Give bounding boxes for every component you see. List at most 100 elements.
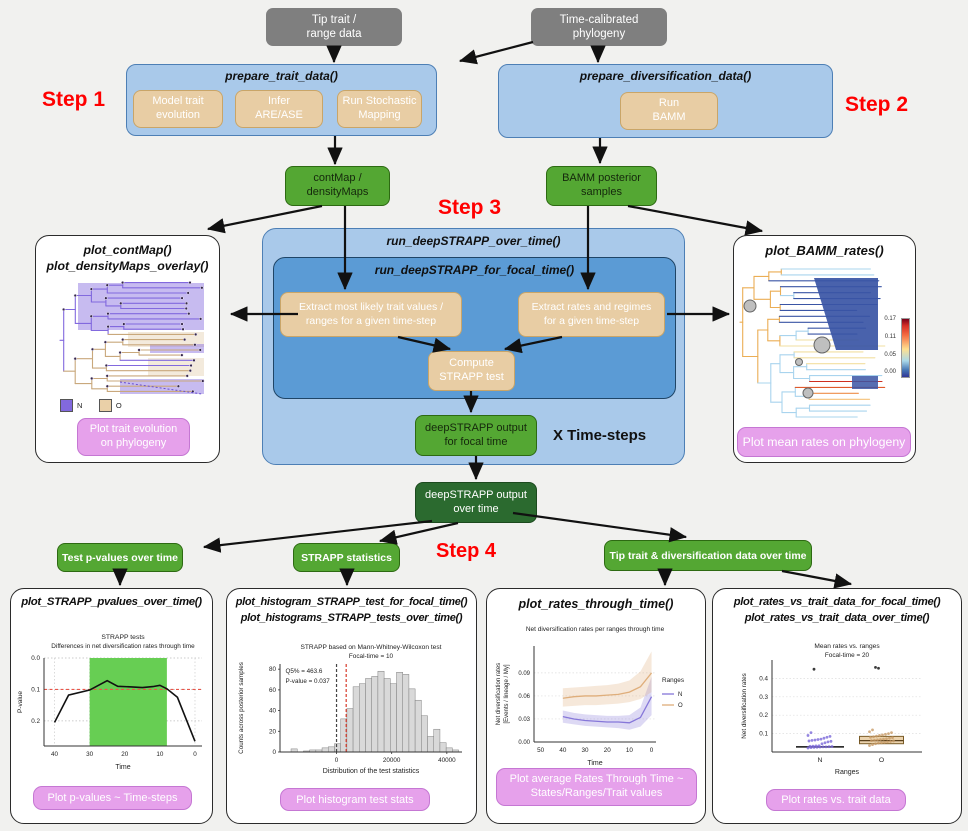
step4-label: Step 4 (436, 540, 497, 562)
svg-text:20000: 20000 (383, 757, 401, 764)
svg-text:O: O (879, 757, 884, 764)
svg-text:P-value: P-value (17, 691, 24, 713)
svg-text:0.4: 0.4 (759, 675, 768, 682)
legend-o-swatch (98, 399, 112, 413)
svg-text:0: 0 (272, 749, 276, 756)
bamm-rate-colorbar: 0.17 0.11 0.05 0.00 (866, 316, 910, 382)
infer-are-ase-node: Infer ARE/ASE (235, 90, 323, 128)
contmap-densitymaps-node: contMap / densityMaps (285, 166, 390, 206)
svg-text:Time: Time (115, 764, 130, 771)
svg-text:0: 0 (335, 757, 339, 764)
compute-strapp-test-node: Compute STRAPP test (428, 351, 515, 391)
contmap-legend: N O (60, 397, 134, 415)
svg-text:Differences in net diversifica: Differences in net diversification rates… (51, 643, 195, 650)
rates-vs-trait-panel (712, 588, 962, 824)
plot-strapp-pvalues-title: plot_STRAPP_pvalues_over_time() (21, 596, 202, 608)
plot-histogram-button: Plot histogram test stats (280, 788, 430, 811)
svg-text:Distribution of the test stati: Distribution of the test statistics (323, 768, 420, 775)
svg-text:40000: 40000 (438, 757, 456, 764)
plot-densitymaps-overlay-title: plot_densityMaps_overlay() (46, 259, 209, 273)
svg-text:Q5% = 463.6: Q5% = 463.6 (286, 668, 323, 675)
rates-through-time-chart: Net diversification rates per ranges thr… (496, 626, 684, 766)
legend-n-swatch (60, 399, 73, 413)
tip-trait-data-node: Tip trait / range data (266, 8, 402, 46)
plot-pvalues-button: Plot p-values ~ Time-steps (33, 786, 192, 810)
bamm-phylogeny-plot (739, 268, 886, 418)
svg-text:0.1: 0.1 (31, 686, 40, 693)
svg-text:O: O (678, 703, 683, 709)
run-stochastic-mapping-node: Run Stochastic Mapping (337, 90, 422, 128)
rates-vs-trait-chart: Mean rates vs. ranges Focal-time = 20 0.1 0… (741, 643, 922, 776)
step2-label: Step 2 (845, 93, 909, 116)
svg-text:20: 20 (269, 728, 277, 735)
plot-rates-vs-trait-overtime-title: plot_rates_vs_trait_data_over_time() (744, 612, 930, 624)
plot-contmap-title: plot_contMap() (83, 243, 172, 257)
colorbar-tick: 0.05 (884, 352, 896, 358)
svg-text:Focal-time = 10: Focal-time = 10 (349, 653, 394, 660)
tip-trait-diversification-node: Tip trait & diversification data over ti… (604, 540, 812, 571)
svg-text:Time: Time (587, 760, 602, 766)
svg-text:Ranges: Ranges (835, 769, 860, 776)
svg-text:60: 60 (269, 687, 277, 694)
svg-text:0.06: 0.06 (518, 694, 530, 700)
svg-text:20: 20 (121, 751, 129, 758)
plot-histogram-focal-title: plot_histogram_STRAPP_test_for_focal_tim… (235, 596, 468, 608)
svg-text:30: 30 (582, 747, 590, 754)
svg-text:0.03: 0.03 (518, 717, 530, 723)
bamm-posterior-samples-node: BAMM posterior samples (546, 166, 657, 206)
histogram-panel (226, 588, 477, 824)
svg-text:30: 30 (86, 751, 94, 758)
extract-trait-values-node: Extract most likely trait values / range… (280, 292, 462, 337)
svg-text:0.09: 0.09 (518, 671, 530, 677)
x-timesteps-label: X Time-steps (553, 427, 647, 444)
pvalues-chart: STRAPP tests Differences in net diversifi… (17, 634, 202, 771)
svg-text:40: 40 (559, 747, 567, 754)
svg-text:0: 0 (650, 747, 654, 754)
colorbar-gradient (901, 318, 910, 378)
svg-text:50: 50 (537, 747, 545, 754)
svg-text:P-value = 0.037: P-value = 0.037 (286, 678, 331, 685)
legend-n-label: N (77, 401, 83, 411)
svg-text:Ranges: Ranges (662, 677, 684, 684)
plot-average-rates-button: Plot average Rates Through Time ~ States… (496, 768, 697, 806)
svg-text:0.2: 0.2 (31, 718, 40, 725)
colorbar-tick: 0.00 (884, 369, 896, 375)
plot-rates-vs-trait-button: Plot rates vs. trait data (766, 789, 906, 811)
step1-label: Step 1 (42, 88, 106, 111)
deepstrapp-focal-output-node: deepSTRAPP output for focal time (415, 415, 537, 456)
plot-bamm-rates-title: plot_BAMM_rates() (765, 243, 884, 258)
plot-rates-through-time-title: plot_rates_through_time() (518, 597, 674, 611)
extract-rates-regimes-node: Extract rates and regimes for a given ti… (518, 292, 665, 337)
test-pvalues-over-time-node: Test p-values over time (57, 543, 183, 572)
prepare-diversification-data-title: prepare_diversification_data() (579, 69, 752, 83)
svg-text:0.2: 0.2 (759, 712, 768, 719)
plot-trait-evolution-button: Plot trait evolution on phylogeny (77, 418, 190, 456)
step3-label: Step 3 (438, 196, 502, 219)
colorbar-tick: 0.17 (884, 316, 896, 322)
svg-text:10: 10 (626, 747, 634, 754)
svg-text:Net diversification rates per: Net diversification rates per ranges thr… (526, 626, 665, 633)
svg-text:STRAPP tests: STRAPP tests (101, 634, 145, 641)
legend-o-label: O (115, 401, 122, 411)
svg-text:20: 20 (604, 747, 612, 754)
contmap-phylogeny-plot (59, 280, 205, 395)
svg-text:Mean rates vs. ranges: Mean rates vs. ranges (814, 643, 880, 650)
svg-text:N: N (678, 692, 682, 698)
svg-text:40: 40 (269, 708, 277, 715)
run-deepstrapp-over-time-title: run_deepSTRAPP_over_time() (386, 234, 561, 248)
run-deepstrapp-for-focal-time-title: run_deepSTRAPP_for_focal_time() (374, 263, 575, 277)
svg-text:80: 80 (269, 666, 277, 673)
time-calibrated-phylogeny-node: Time-calibrated phylogeny (531, 8, 667, 46)
svg-text:0.1: 0.1 (759, 731, 768, 738)
plot-mean-rates-button: Plot mean rates on phylogeny (737, 427, 911, 457)
svg-text:0: 0 (193, 751, 197, 758)
svg-text:STRAPP based on Mann-Whitney-W: STRAPP based on Mann-Whitney-Wilcoxon te… (301, 644, 442, 651)
svg-text:[Events / lineage / My]: [Events / lineage / My] (504, 664, 510, 723)
svg-text:N: N (818, 757, 823, 764)
svg-text:0.0: 0.0 (31, 655, 40, 662)
svg-text:0.3: 0.3 (759, 694, 768, 701)
prepare-trait-data-title: prepare_trait_data() (225, 69, 338, 83)
colorbar-tick: 0.11 (884, 334, 896, 340)
histogram-chart: STRAPP based on Mann-Whitney-Wilcoxon te… (238, 644, 462, 775)
